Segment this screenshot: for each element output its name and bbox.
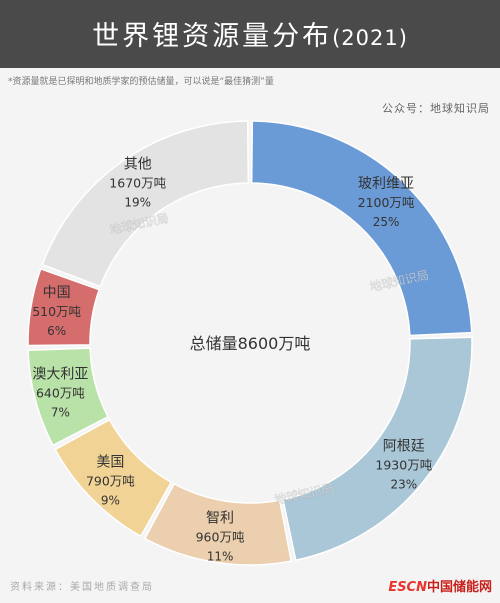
center-total-label: 总储量8600万吨 xyxy=(190,334,311,353)
account-credit: 公众号：地球知识局 xyxy=(382,102,490,115)
logo-part2: 中国储能网 xyxy=(426,580,492,595)
slice-name: 其他 xyxy=(124,156,152,172)
slice-0 xyxy=(250,120,473,337)
slice-percent: 9% xyxy=(101,494,120,508)
slice-name: 美国 xyxy=(96,455,124,471)
slice-name: 澳大利亚 xyxy=(32,367,88,383)
slice-percent: 11% xyxy=(207,550,234,564)
slice-value: 1670万吨 xyxy=(109,175,166,190)
slice-5 xyxy=(27,267,101,347)
slice-name: 中国 xyxy=(43,285,71,301)
slice-value: 790万吨 xyxy=(86,474,135,489)
slice-6 xyxy=(41,120,250,288)
slice-value: 510万吨 xyxy=(32,304,81,319)
slice-percent: 25% xyxy=(373,215,400,229)
chart-title: 世界锂资源量分布(2021) xyxy=(0,14,500,53)
slice-name: 阿根廷 xyxy=(383,438,425,454)
slice-value: 1930万吨 xyxy=(375,457,432,472)
chart-title-text: 世界锂资源量分布 xyxy=(92,21,333,52)
slice-percent: 7% xyxy=(51,406,70,420)
slice-value: 2100万吨 xyxy=(358,195,415,210)
slice-value: 640万吨 xyxy=(36,386,85,401)
footnote: *资源量就是已探明和地质学家的预估储量，可以说是“最佳猜测”量 xyxy=(8,77,274,87)
slice-name: 玻利维亚 xyxy=(358,176,414,192)
escn-logo: ESCN中国储能网 xyxy=(388,576,492,595)
chart-title-year: (2021) xyxy=(332,26,408,50)
slice-percent: 23% xyxy=(390,477,417,491)
slice-value: 960万吨 xyxy=(196,530,245,545)
header-bar: 世界锂资源量分布(2021) xyxy=(0,0,500,68)
slice-2 xyxy=(143,482,293,566)
slice-4 xyxy=(27,347,110,447)
slice-3 xyxy=(54,418,173,538)
slice-name: 智利 xyxy=(206,511,234,527)
slice-1 xyxy=(282,336,473,562)
slice-percent: 6% xyxy=(47,324,66,338)
slice-percent: 19% xyxy=(124,195,151,209)
source-credit: 资料来源：美国地质调查局 xyxy=(10,582,154,593)
logo-part1: ESCN xyxy=(388,580,427,595)
